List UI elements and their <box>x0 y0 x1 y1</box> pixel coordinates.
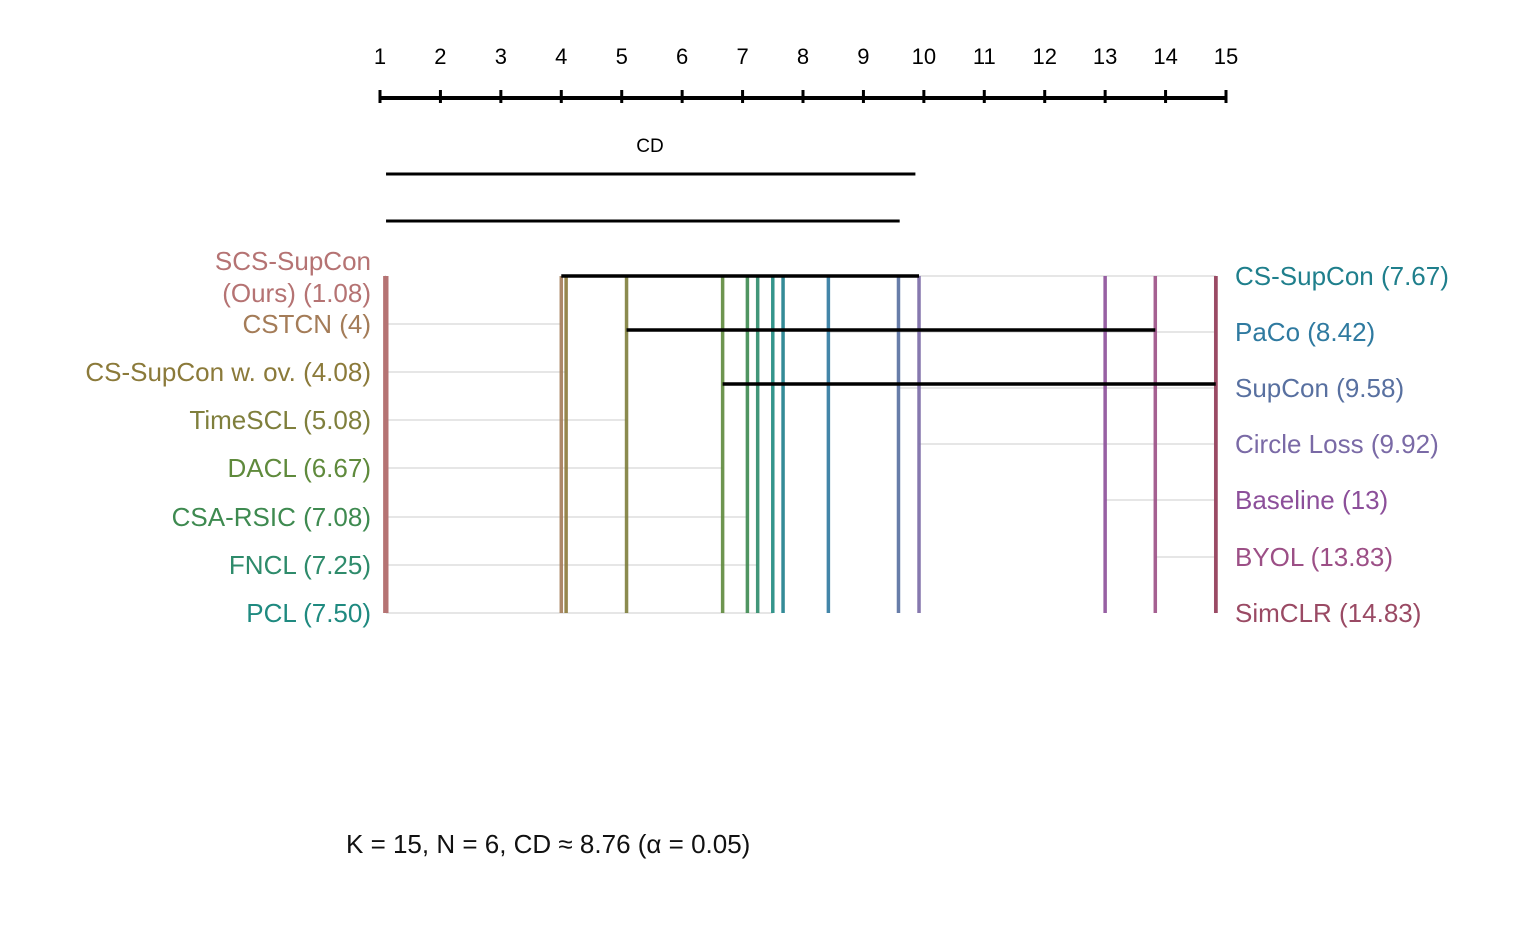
method-label-right: BYOL (13.83) <box>1235 542 1393 572</box>
axis-tick-label: 2 <box>434 44 446 69</box>
axis-tick-label: 7 <box>736 44 748 69</box>
method-label-right: CS-SupCon (7.67) <box>1235 261 1449 291</box>
method-label-left: FNCL (7.25) <box>229 550 371 580</box>
method-label-left: CSA-RSIC (7.08) <box>172 502 371 532</box>
axis-tick-label: 11 <box>973 44 996 69</box>
method-label-left: CSTCN (4) <box>242 309 371 339</box>
axis-tick-label: 15 <box>1214 44 1238 69</box>
axis-tick-label: 12 <box>1032 44 1056 69</box>
axis-tick-label: 13 <box>1093 44 1117 69</box>
method-label-left: SCS-SupCon <box>215 246 371 276</box>
axis-tick-label: 1 <box>374 44 386 69</box>
method-label-left: (Ours) (1.08) <box>222 278 371 308</box>
axis-tick-label: 10 <box>912 44 936 69</box>
method-label-left: DACL (6.67) <box>227 453 371 483</box>
footer-note: K = 15, N = 6, CD ≈ 8.76 (α = 0.05) <box>346 829 751 859</box>
axis-tick-label: 4 <box>555 44 567 69</box>
method-label-left: CS-SupCon w. ov. (4.08) <box>85 357 371 387</box>
axis-tick-label: 14 <box>1153 44 1177 69</box>
axis-tick-label: 9 <box>857 44 869 69</box>
method-label-right: SimCLR (14.83) <box>1235 598 1421 628</box>
method-label-right: Circle Loss (9.92) <box>1235 429 1439 459</box>
method-label-right: PaCo (8.42) <box>1235 317 1375 347</box>
axis-tick-label: 8 <box>797 44 809 69</box>
method-label-left: PCL (7.50) <box>246 598 371 628</box>
axis-tick-label: 5 <box>616 44 628 69</box>
method-label-right: Baseline (13) <box>1235 485 1388 515</box>
method-label-left: TimeSCL (5.08) <box>189 405 371 435</box>
axis-tick-label: 6 <box>676 44 688 69</box>
axis-tick-label: 3 <box>495 44 507 69</box>
cd-label: CD <box>636 136 663 157</box>
method-label-right: SupCon (9.58) <box>1235 373 1404 403</box>
